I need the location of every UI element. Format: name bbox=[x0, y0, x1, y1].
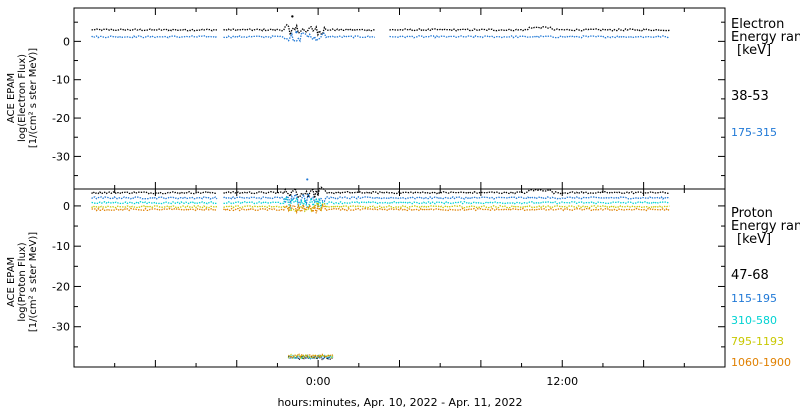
electron-ytick-label: -10 bbox=[52, 74, 70, 87]
proton-y-ticks: 0 -10 -20 -30 bbox=[52, 200, 725, 348]
proton-legend-title-2: Energy ranges bbox=[731, 219, 800, 234]
electron-panel: 0 -10 -20 -30 ACE EPAM bbox=[0, 0, 726, 190]
proton-legend-item-795-1193: 795-1193 bbox=[731, 335, 784, 348]
electron-series-group bbox=[91, 15, 670, 181]
proton-legend-item-1060-1900: 1060-1900 bbox=[731, 356, 791, 369]
proton-series-795-1193 bbox=[91, 201, 670, 213]
proton-panel: 0 -10 -20 -30 bbox=[52, 186, 726, 368]
electron-ylabel-3: [1/(cm² s ster MeV)] bbox=[28, 48, 39, 148]
electron-ylabel-2: log(Electron Flux) bbox=[17, 54, 28, 142]
proton-dropout-1060-1900 bbox=[288, 353, 334, 359]
electron-ylabel-line1: ACE EPAM bbox=[0, 0, 81, 4]
proton-legend-item-115-195: 115-195 bbox=[731, 292, 777, 305]
proton-series-group bbox=[91, 186, 670, 361]
proton-ytick-label: -30 bbox=[52, 321, 70, 334]
proton-legend-item-47-68: 47-68 bbox=[731, 268, 769, 283]
proton-ylabel-2: log(Proton Flux) bbox=[17, 242, 28, 321]
proton-x-ticks bbox=[114, 189, 685, 367]
proton-legend: Proton Energy ranges [keV] 47-68 115-195… bbox=[731, 206, 800, 369]
electron-legend-title-1: Electron bbox=[731, 17, 784, 32]
proton-ylabel-3: [1/(cm² s ster MeV)] bbox=[28, 232, 39, 332]
proton-series-115-195 bbox=[91, 191, 670, 206]
electron-ytick-label: -20 bbox=[52, 112, 70, 125]
x-tick-labels: 0:00 12:00 bbox=[306, 375, 578, 388]
electron-ylabel-1: ACE EPAM bbox=[6, 73, 17, 123]
proton-series-310-580 bbox=[91, 195, 670, 211]
electron-outlier-point bbox=[306, 178, 309, 181]
electron-series-38-53 bbox=[91, 23, 670, 38]
proton-ylabel-group: ACE EPAM log(Proton Flux) [1/(cm² s ster… bbox=[6, 232, 39, 332]
x-tick-label: 0:00 bbox=[306, 375, 331, 388]
electron-spike-point bbox=[295, 30, 298, 34]
proton-legend-title-3: [keV] bbox=[737, 232, 771, 247]
electron-series-175-315 bbox=[91, 31, 670, 43]
proton-ylabel-1: ACE EPAM bbox=[6, 257, 17, 307]
proton-ytick-label: -10 bbox=[52, 240, 70, 253]
x-axis-title: hours:minutes, Apr. 10, 2022 - Apr. 11, … bbox=[277, 396, 522, 409]
electron-legend-title-3: [keV] bbox=[737, 43, 771, 58]
proton-ytick-label: 0 bbox=[63, 200, 70, 213]
electron-y-ticks: 0 -10 -20 -30 bbox=[52, 21, 725, 177]
x-tick-label: 12:00 bbox=[546, 375, 578, 388]
electron-legend-item-175-315: 175-315 bbox=[731, 126, 777, 139]
electron-ytick-label: 0 bbox=[63, 35, 70, 48]
electron-plot-frame bbox=[73, 7, 726, 190]
electron-x-ticks bbox=[114, 8, 685, 189]
electron-ylabel-group: ACE EPAM log(Electron Flux) [1/(cm² s st… bbox=[6, 48, 39, 148]
electron-spike-point bbox=[291, 15, 294, 18]
electron-ylabel: ACE EPAM bbox=[0, 0, 81, 4]
proton-series-1060-1900 bbox=[91, 202, 670, 215]
proton-legend-title-1: Proton bbox=[731, 206, 773, 221]
electron-legend-item-38-53: 38-53 bbox=[731, 89, 769, 104]
proton-plot-frame bbox=[73, 188, 726, 368]
electron-ytick-label: -30 bbox=[52, 150, 70, 163]
proton-legend-item-310-580: 310-580 bbox=[731, 314, 777, 327]
proton-ytick-label: -20 bbox=[52, 280, 70, 293]
electron-legend: Electron Energy ranges [keV] 38-53 175-3… bbox=[731, 17, 800, 139]
proton-series-47-68 bbox=[91, 186, 670, 200]
electron-legend-title-2: Energy ranges bbox=[731, 30, 800, 45]
